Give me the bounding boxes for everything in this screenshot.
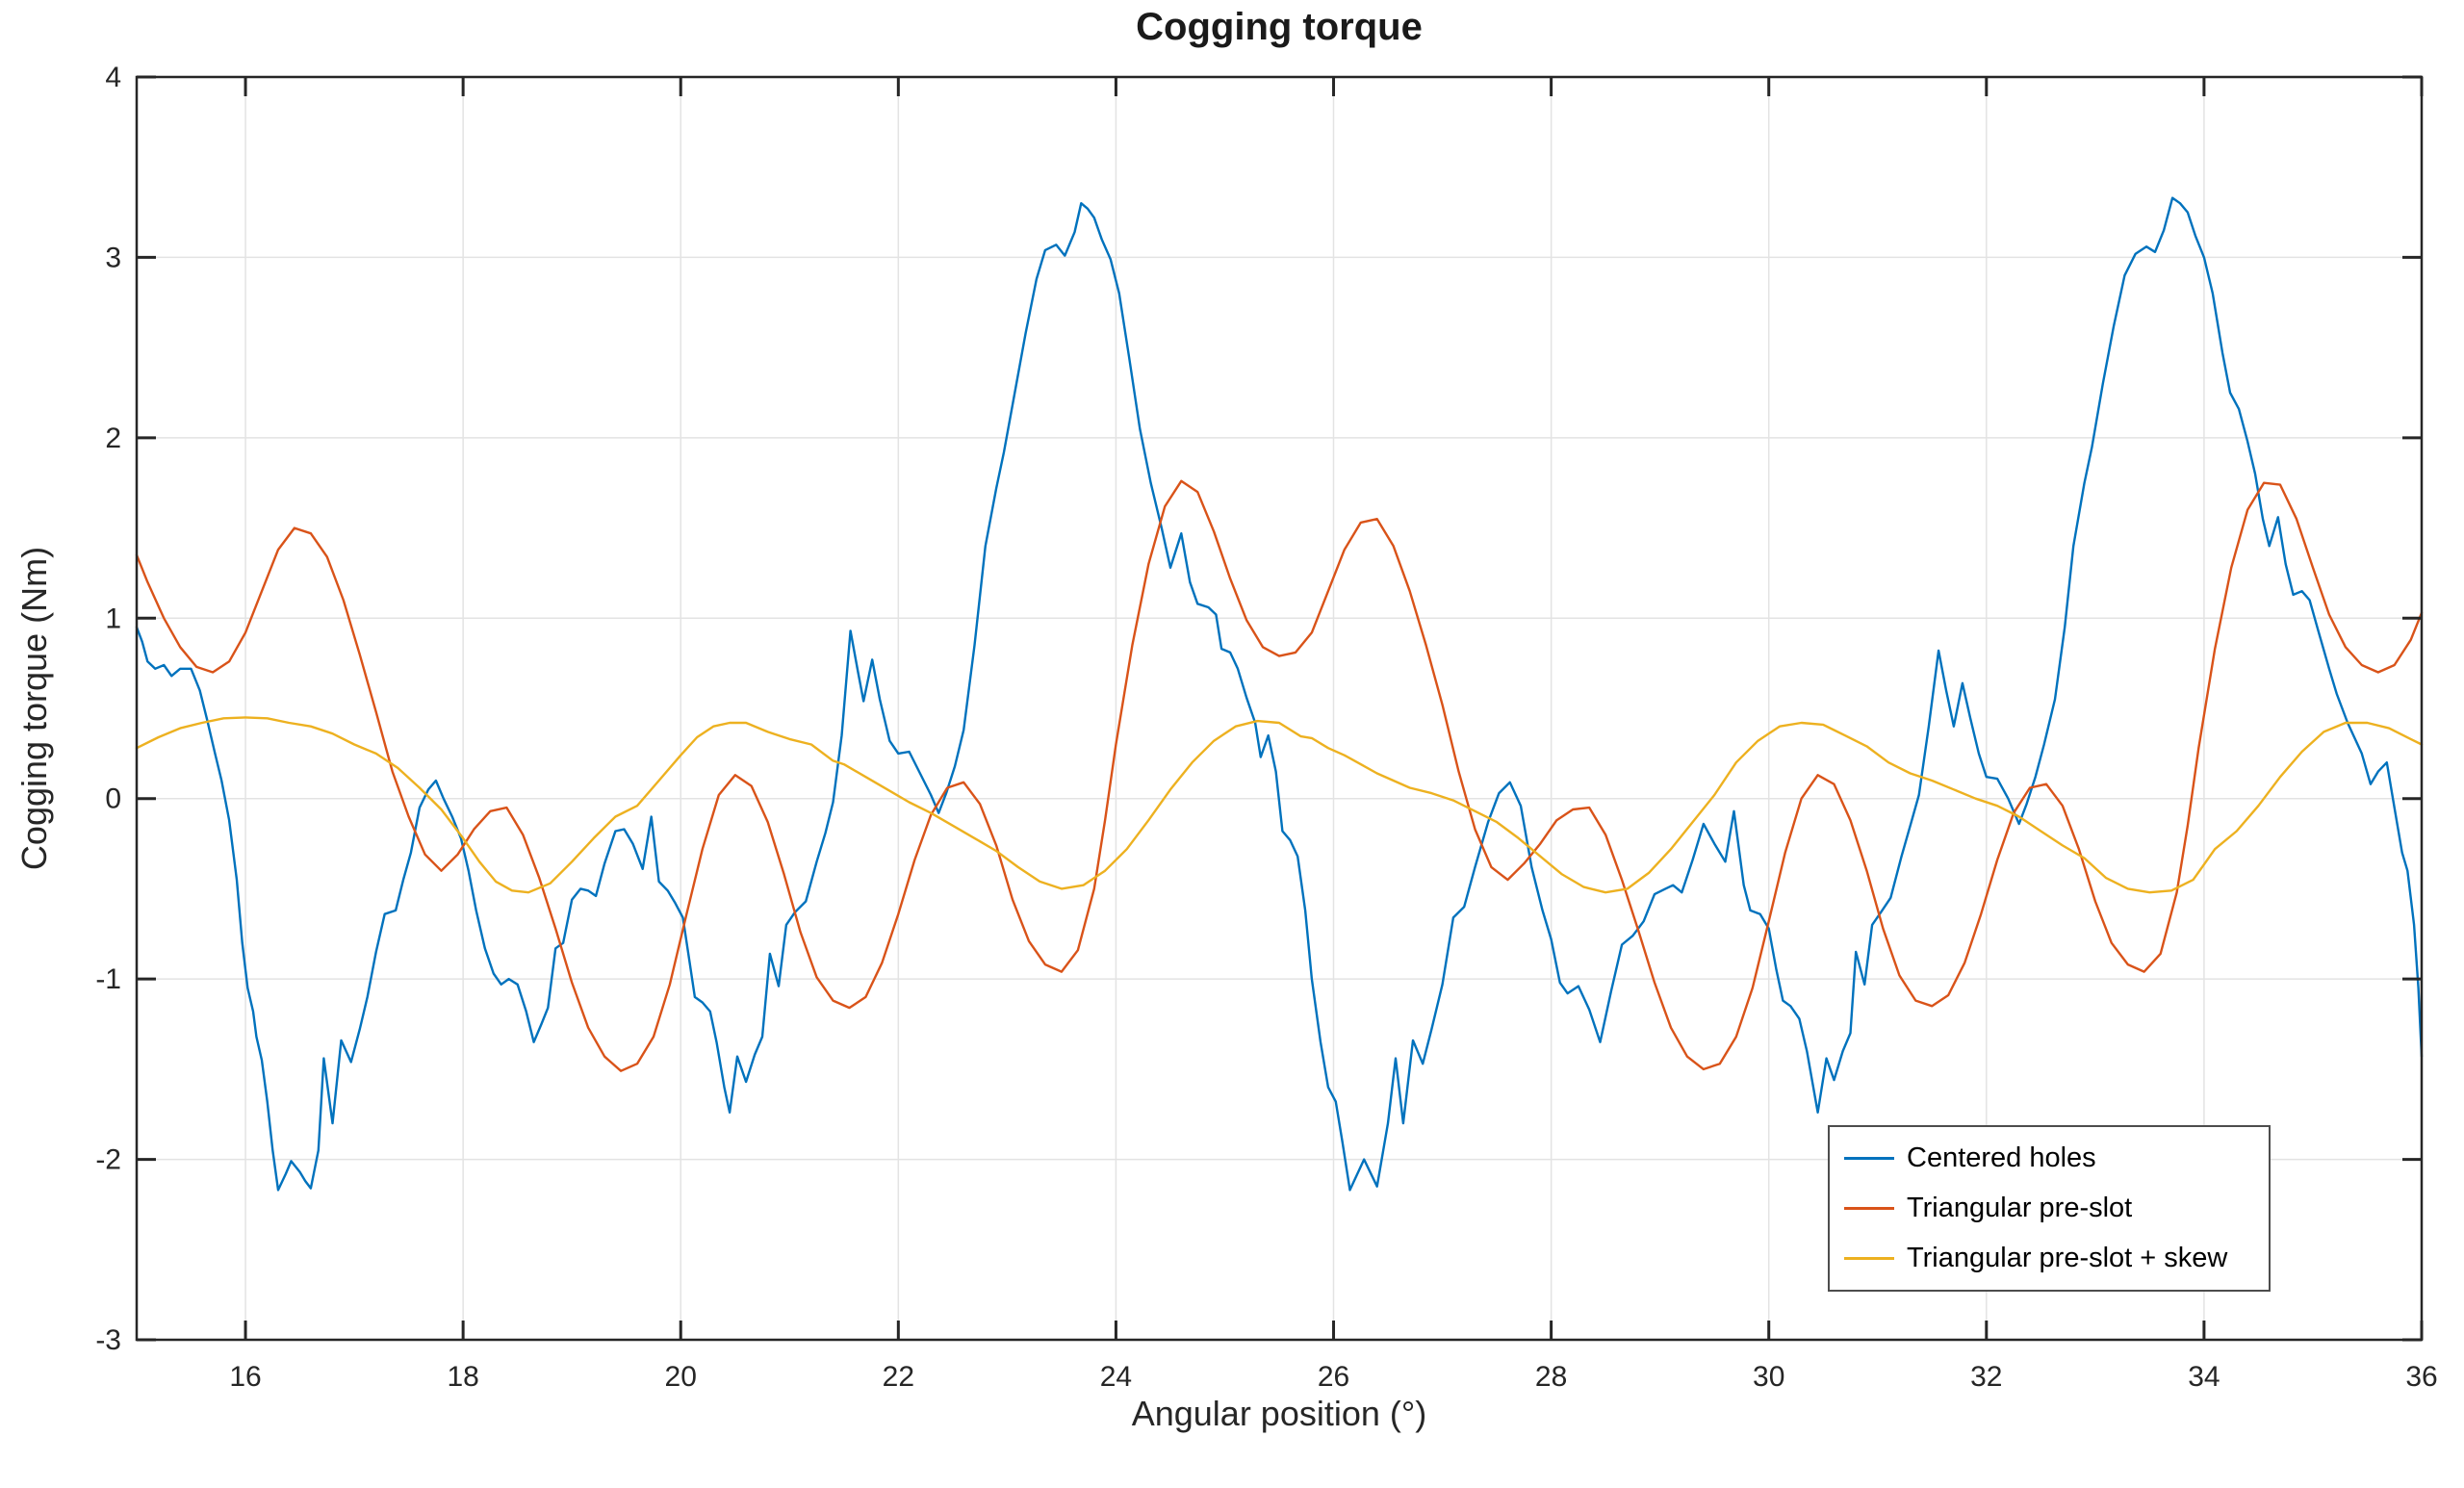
legend-line-sample-centered-holes	[1844, 1156, 1894, 1160]
x-tick-label: 24	[1100, 1361, 1132, 1393]
x-tick-label: 28	[1535, 1361, 1567, 1393]
x-tick-label: 34	[2188, 1361, 2220, 1393]
legend-label-centered-holes: Centered holes	[1907, 1142, 2096, 1173]
x-tick-label: 18	[447, 1361, 478, 1393]
legend-line-sample-triangular-pre-slot-skew	[1844, 1257, 1894, 1261]
x-tick-label: 32	[1970, 1361, 2002, 1393]
x-tick-label: 22	[883, 1361, 914, 1393]
legend-item-triangular-pre-slot-skew: Triangular pre-slot + skew	[1830, 1243, 2269, 1274]
series-line-triangular-pre-slot-skew	[135, 716, 2424, 894]
y-tick-label: 2	[105, 423, 121, 454]
y-axis-label: Cogging torque (Nm)	[14, 546, 54, 871]
legend-label-triangular-pre-slot: Triangular pre-slot	[1907, 1192, 2133, 1223]
x-tick-label: 26	[1318, 1361, 1349, 1393]
x-axis-label: Angular position (°)	[1131, 1394, 1427, 1433]
y-tick-label: -3	[95, 1324, 121, 1356]
x-tick-label: 16	[229, 1361, 261, 1393]
y-tick-label: -2	[95, 1144, 121, 1176]
y-tick-label: 3	[105, 242, 121, 273]
x-tick-label: 30	[1753, 1361, 1784, 1393]
x-tick-label: 20	[665, 1361, 697, 1393]
series-line-centered-holes	[135, 196, 2424, 1192]
y-tick-label: -1	[95, 963, 121, 995]
legend-item-triangular-pre-slot: Triangular pre-slot	[1830, 1193, 2269, 1224]
x-tick-label: 36	[2405, 1361, 2437, 1393]
y-tick-label: 4	[105, 62, 121, 93]
y-tick-label: 0	[105, 783, 121, 815]
legend-item-centered-holes: Centered holes	[1830, 1142, 2269, 1174]
chart-title: Cogging torque	[1136, 6, 1423, 48]
legend: Centered holes Triangular pre-slot Trian…	[1828, 1125, 2271, 1292]
legend-label-triangular-pre-slot-skew: Triangular pre-slot + skew	[1907, 1243, 2228, 1274]
series-line-triangular-pre-slot	[135, 479, 2424, 1072]
axes-box	[135, 75, 2424, 1342]
y-tick-label: 1	[105, 603, 121, 634]
legend-line-sample-triangular-pre-slot	[1844, 1206, 1894, 1210]
